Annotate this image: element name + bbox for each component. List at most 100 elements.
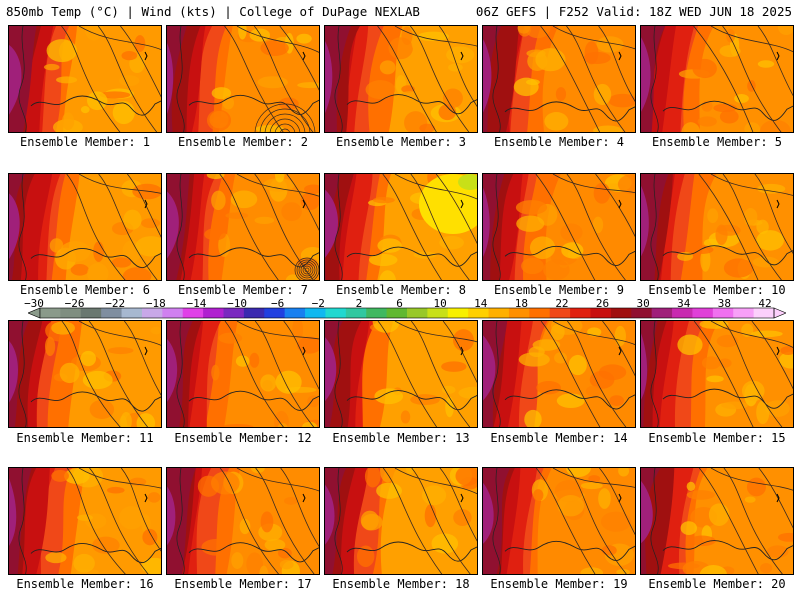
ensemble-member-label: Ensemble Member: 16 [16,577,154,591]
ensemble-member-label: Ensemble Member: 6 [19,283,151,297]
ensemble-member-label: Ensemble Member: 17 [174,577,312,591]
colorbar-tick-label: 38 [717,297,731,310]
colorbar-tick-label: −10 [227,297,247,310]
ensemble-member-label: Ensemble Member: 4 [493,135,625,149]
ensemble-map-2 [166,25,320,133]
colorbar-tick-label: −6 [271,297,285,310]
colorbar-segment [284,308,306,318]
colorbar-right-arrow [773,307,786,319]
ensemble-map-10 [640,173,794,281]
colorbar-segment [305,308,326,318]
colorbar-segment [672,308,693,318]
colorbar-tick-label: 2 [355,297,363,310]
colorbar-segment [468,308,490,318]
colorbar-tick-label: 26 [595,297,610,310]
colorbar-segment [610,308,632,318]
colorbar-segment [101,308,123,318]
colorbar-tick-label: −22 [105,297,126,310]
ensemble-map-14 [482,320,636,428]
ensemble-map-5 [640,25,794,133]
colorbar-tick-label: 30 [636,297,650,310]
colorbar-segment [590,308,612,318]
ensemble-member-label: Ensemble Member: 12 [174,431,312,445]
ensemble-map-18 [324,467,478,575]
ensemble-map-4 [482,25,636,133]
colorbar-segment [141,308,163,318]
ensemble-map-8 [324,173,478,281]
ensemble-map-11 [8,320,162,428]
colorbar-segment [40,308,61,318]
colorbar-segment [121,308,143,318]
map-title: 850mb Temp (°C) | Wind (kts) | College o… [6,4,420,19]
colorbar-segment [345,308,367,318]
ensemble-member-label: Ensemble Member: 10 [648,283,786,297]
ensemble-member-label: Ensemble Member: 9 [493,283,625,297]
colorbar-segment [712,308,734,318]
model-run-info: 06Z GEFS | F252 Valid: 18Z WED JUN 18 20… [475,4,792,19]
ensemble-member-label: Ensemble Member: 5 [651,135,783,149]
ensemble-map-6 [8,173,162,281]
colorbar-segment [366,308,388,318]
colorbar-segment [182,308,204,318]
ensemble-map-12 [166,320,320,428]
ensemble-map-15 [640,320,794,428]
ensemble-map-7 [166,173,320,281]
colorbar-segment [427,308,449,318]
colorbar-tick-label: 14 [474,297,488,310]
colorbar-segment [386,308,408,318]
ensemble-member-label: Ensemble Member: 14 [490,431,628,445]
colorbar-segment [508,308,530,318]
ensemble-map-20 [640,467,794,575]
colorbar-segment [488,308,510,318]
colorbar-segment [733,308,755,318]
colorbar-segment [243,308,265,318]
colorbar-segment [203,308,224,318]
colorbar-segment [80,308,102,318]
colorbar-segment [651,308,673,318]
ensemble-member-label: Ensemble Member: 20 [648,577,786,591]
colorbar-tick-label: −14 [186,297,207,310]
colorbar-left-arrow [28,307,41,319]
ensemble-member-label: Ensemble Member: 7 [177,283,309,297]
colorbar-tick-label: 18 [514,297,528,310]
colorbar-tick-label: 22 [555,297,569,310]
ensemble-map-13 [324,320,478,428]
colorbar-segment [325,308,347,318]
colorbar-segment [447,308,469,318]
colorbar-segment [407,308,428,318]
colorbar-tick-label: 42 [758,297,772,310]
colorbar-segment [753,308,775,318]
colorbar-segment [223,308,245,318]
colorbar-tick-label: 34 [677,297,691,310]
colorbar-segment [692,308,714,318]
colorbar-segment [60,308,82,318]
ensemble-member-label: Ensemble Member: 15 [648,431,786,445]
ensemble-member-label: Ensemble Member: 8 [335,283,467,297]
ensemble-member-label: Ensemble Member: 11 [16,431,154,445]
temperature-colorbar [28,307,786,319]
colorbar-tick-label: 10 [433,297,447,310]
colorbar-segment [570,308,591,318]
colorbar-segment [162,308,184,318]
colorbar-tick-label: 6 [396,297,403,310]
colorbar-tick-label: −26 [64,297,85,310]
colorbar-segment [631,308,653,318]
ensemble-map-17 [166,467,320,575]
colorbar-tick-label: −18 [145,297,166,310]
ensemble-member-label: Ensemble Member: 3 [335,135,467,149]
colorbar-segment [529,308,551,318]
ensemble-member-label: Ensemble Member: 13 [332,431,470,445]
colorbar-tick-label: −2 [311,297,325,310]
ensemble-member-label: Ensemble Member: 19 [490,577,628,591]
ensemble-member-label: Ensemble Member: 2 [177,135,309,149]
colorbar-segment [264,308,286,318]
ensemble-map-9 [482,173,636,281]
ensemble-map-3 [324,25,478,133]
ensemble-map-19 [482,467,636,575]
ensemble-map-16 [8,467,162,575]
colorbar-segment [549,308,571,318]
colorbar-tick-label: −30 [24,297,44,310]
ensemble-member-label: Ensemble Member: 1 [19,135,151,149]
ensemble-map-1 [8,25,162,133]
ensemble-member-label: Ensemble Member: 18 [332,577,470,591]
